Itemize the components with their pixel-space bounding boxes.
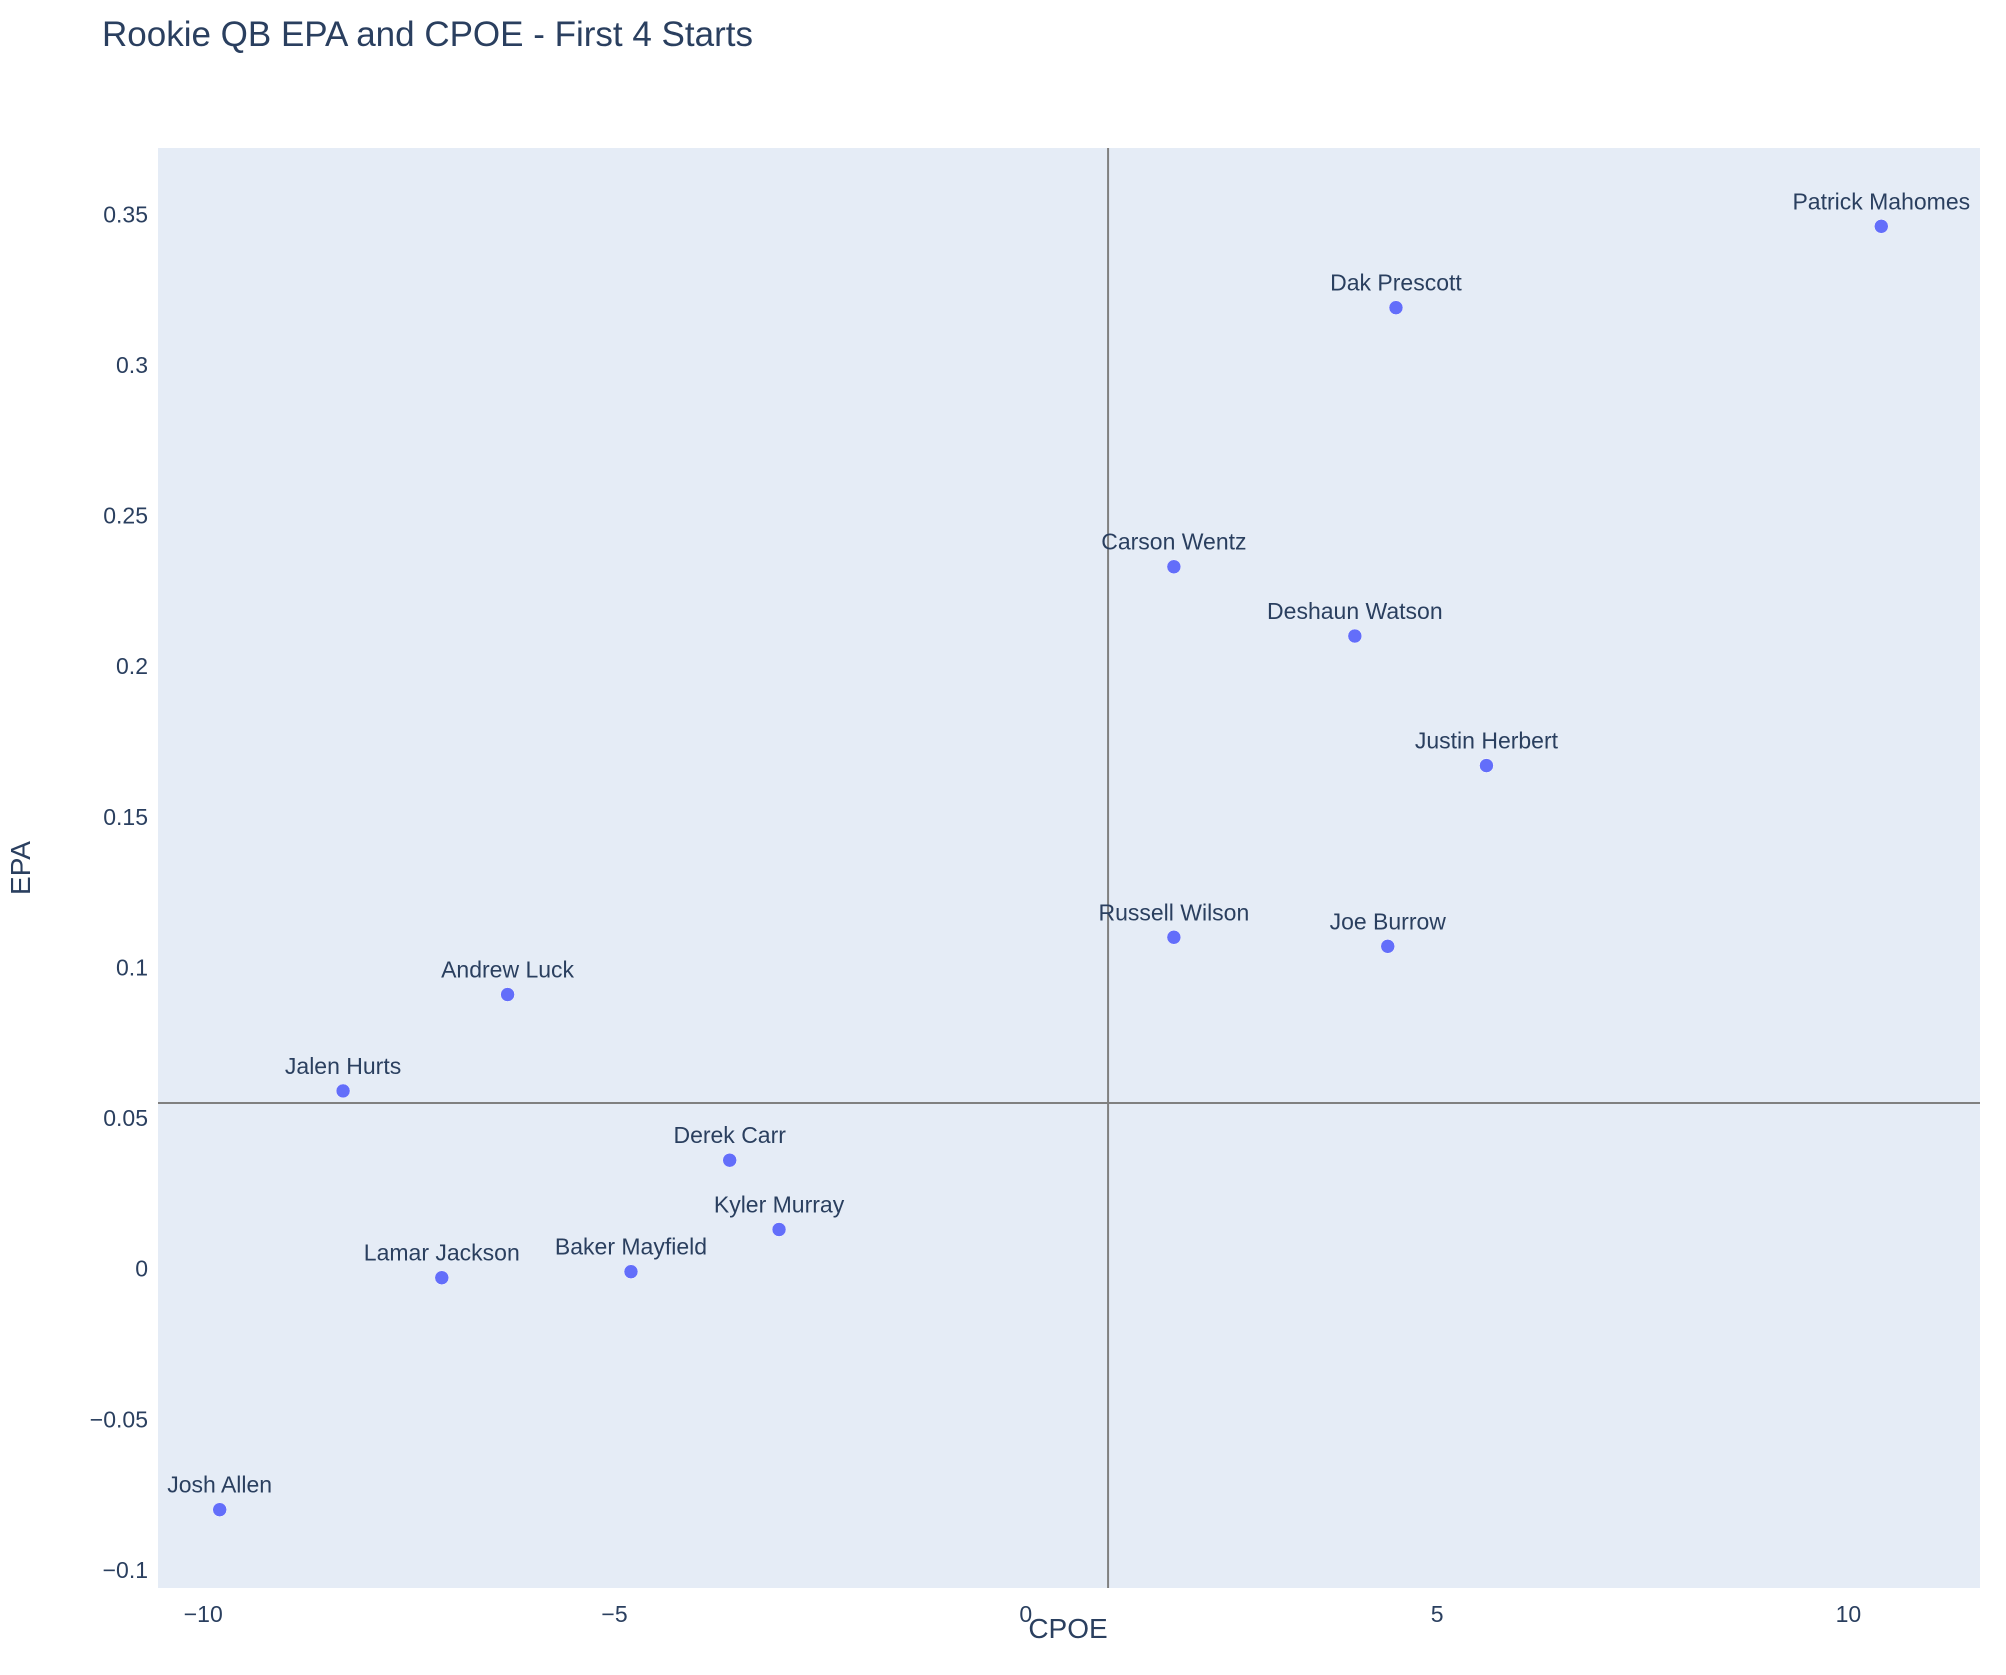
point-label: Derek Carr (673, 1122, 786, 1148)
data-point[interactable] (1347, 628, 1363, 644)
point-label: Dak Prescott (1330, 270, 1462, 296)
x-tick-label: 5 (1431, 1601, 1444, 1627)
point-label: Patrick Mahomes (1792, 188, 1970, 214)
point-label: Andrew Luck (441, 957, 574, 983)
reference-lines (158, 148, 1980, 1588)
point-label: Kyler Murray (714, 1192, 845, 1218)
data-point[interactable] (434, 1270, 450, 1285)
data-point[interactable] (771, 1222, 787, 1237)
data-point[interactable] (1479, 758, 1494, 773)
data-point[interactable] (1166, 930, 1182, 945)
data-point[interactable] (1388, 300, 1404, 315)
x-tick-label: −10 (184, 1601, 223, 1627)
y-tick-label: 0.3 (116, 352, 148, 378)
y-tick-label: 0.25 (103, 503, 148, 529)
x-tick-label: 0 (1019, 1601, 1032, 1627)
y-tick-label: −0.05 (90, 1406, 148, 1432)
data-point[interactable] (623, 1264, 639, 1279)
data-point[interactable] (500, 987, 515, 1002)
data-point[interactable] (212, 1502, 227, 1517)
chart-title: Rookie QB EPA and CPOE - First 4 Starts (102, 15, 753, 54)
data-point[interactable] (1166, 559, 1182, 574)
y-axis-ticks: −0.1 −0.05 0 0.05 0.1 0.15 0.2 0.25 0.3 0.35 (90, 201, 148, 1583)
data-point[interactable] (1874, 219, 1889, 234)
point-label: Lamar Jackson (364, 1240, 520, 1266)
y-tick-label: 0.2 (116, 653, 148, 679)
y-tick-label: 0 (135, 1256, 148, 1282)
y-tick-label: 0.05 (103, 1105, 148, 1131)
point-label: Deshaun Watson (1267, 598, 1443, 624)
data-point[interactable] (1380, 939, 1395, 954)
point-labels: Patrick Mahomes Dak Prescott Carson Wentz D… (167, 188, 1970, 1497)
x-tick-label: −5 (601, 1601, 627, 1627)
point-label: Russell Wilson (1098, 899, 1249, 925)
plot-area (158, 148, 1980, 1588)
data-point[interactable] (335, 1083, 351, 1099)
y-tick-label: 0.35 (103, 201, 148, 227)
x-tick-label: 10 (1836, 1601, 1862, 1627)
y-axis-title: EPA (5, 841, 36, 895)
point-label: Jalen Hurts (285, 1053, 401, 1079)
y-tick-label: 0.15 (103, 804, 148, 830)
point-label: Justin Herbert (1415, 728, 1559, 754)
data-points (212, 219, 1889, 1517)
point-label: Joe Burrow (1330, 908, 1447, 934)
x-axis-ticks: −10 −5 0 5 10 (184, 1601, 1861, 1627)
y-tick-label: 0.1 (116, 954, 148, 980)
point-label: Baker Mayfield (555, 1234, 707, 1260)
point-label: Josh Allen (167, 1472, 272, 1498)
data-point[interactable] (722, 1152, 737, 1168)
x-axis-title: CPOE (1028, 1613, 1107, 1644)
point-label: Carson Wentz (1101, 529, 1246, 555)
y-tick-label: −0.1 (103, 1557, 148, 1583)
